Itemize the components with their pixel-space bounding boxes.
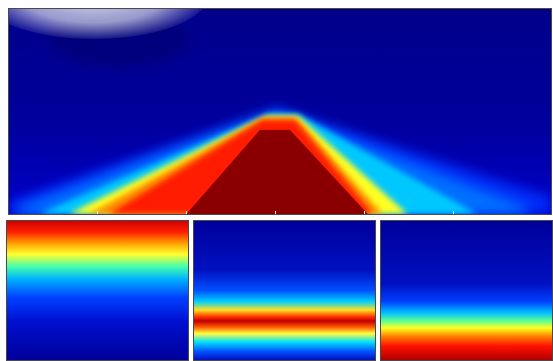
heatmap-top-image <box>9 9 551 214</box>
heatmap-bottom-left-image <box>7 221 188 360</box>
tick-mark <box>186 211 187 214</box>
axis-ticks-top <box>9 211 551 214</box>
tick-mark <box>453 211 454 214</box>
heatmap-panel-bottom-left <box>6 220 189 361</box>
tick-mark <box>275 211 276 214</box>
tick-mark <box>97 211 98 214</box>
heatmap-panel-bottom-right <box>380 220 553 361</box>
heatmap-bottom-middle-image <box>194 221 375 360</box>
heatmap-bottom-right-image <box>381 221 552 360</box>
tick-mark <box>364 211 365 214</box>
heatmap-panel-top <box>8 8 552 215</box>
heatmap-panel-bottom-middle <box>193 220 376 361</box>
